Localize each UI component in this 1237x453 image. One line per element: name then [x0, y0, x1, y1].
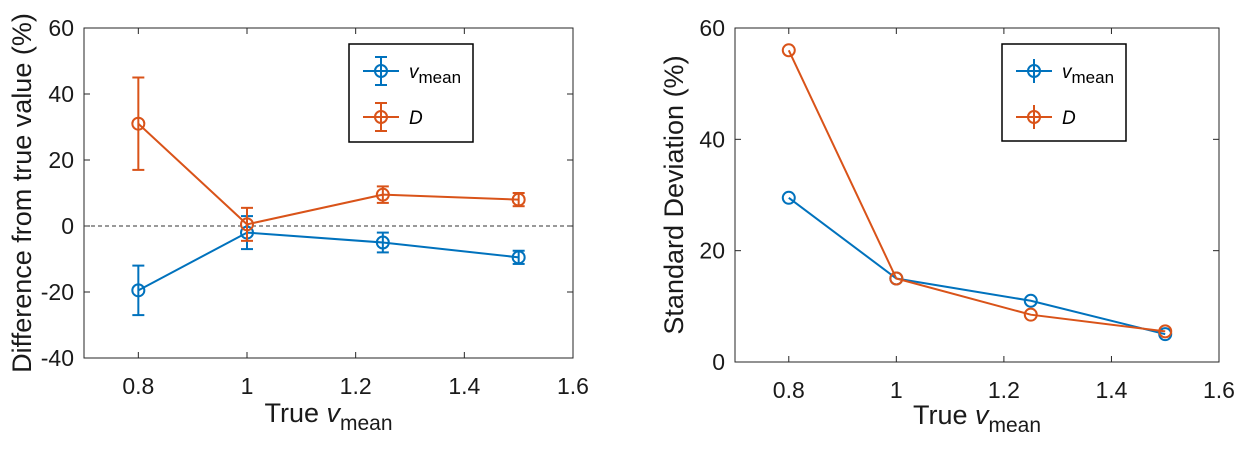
legend-label: D: [1062, 108, 1076, 129]
x-axis-label-main: True: [264, 398, 326, 428]
x-axis-label: True vmean: [913, 400, 1041, 437]
x-tick-label: 1.4: [1095, 377, 1127, 403]
x-axis-label-var: v: [326, 398, 341, 428]
legend-marker: [1027, 64, 1041, 78]
difference-chart: 0.8 1 1.2 1.4 1.6-40-200204060vmeanDDifferen…: [7, 13, 589, 435]
legend-label: vmean: [1062, 62, 1114, 87]
series-v-mean: [131, 215, 526, 317]
x-axis-label-var: v: [975, 400, 990, 430]
y-axis-label: Standard Deviation (%): [659, 55, 689, 334]
data-point: [511, 250, 526, 265]
series-line: [787, 49, 1166, 333]
x-axis-label-main: True: [913, 400, 975, 430]
x-tick-label: 1: [890, 377, 903, 403]
y-tick-label: 0: [61, 213, 74, 239]
data-point: [781, 43, 796, 58]
x-tick-label: 1.2: [340, 373, 372, 399]
y-tick-label: 60: [48, 15, 74, 41]
data-point: [889, 271, 904, 286]
legend-box: [348, 43, 474, 143]
data-point: [1023, 307, 1038, 322]
legend-label-var: v: [1062, 62, 1073, 83]
series-D: [131, 76, 526, 242]
data-point: [375, 187, 390, 202]
plot-area-frame: [83, 27, 574, 359]
y-axis-label: Difference from true value (%): [7, 13, 37, 373]
legend: vmean D: [1001, 43, 1127, 142]
legend-entry: D: [363, 102, 423, 132]
data-point: [131, 116, 146, 131]
y-tick-label: 0: [712, 349, 725, 375]
x-tick-label: 0.8: [773, 377, 805, 403]
data-point: [1158, 324, 1173, 339]
y-tick-label: -40: [41, 345, 74, 371]
legend-entry: vmean: [1016, 59, 1114, 87]
data-point: [511, 192, 526, 207]
ticks: 0.8 1 1.2 1.4 1.6 0 20 40 60: [699, 15, 1235, 403]
y-tick-label: 60: [699, 15, 725, 41]
series-line: [788, 196, 1166, 336]
legend-label: vmean: [409, 62, 461, 87]
x-tick-label: 1.4: [448, 373, 480, 399]
legend-label-var: v: [409, 62, 420, 83]
data-point: [375, 235, 390, 250]
legend-label-var: D: [409, 108, 423, 129]
legend-marker: [374, 64, 388, 78]
legend-entry: vmean: [363, 56, 461, 87]
series-line: [137, 122, 519, 226]
x-axis-label: True vmean: [264, 398, 392, 435]
legend-label-sub: mean: [1072, 68, 1115, 87]
x-axis-label-sub: mean: [340, 412, 393, 435]
data-point: [781, 190, 796, 205]
legend-box: [1001, 43, 1127, 142]
y-tick-label: 40: [48, 81, 74, 107]
x-tick-label: 1.6: [557, 373, 589, 399]
plot-area-frame: [734, 27, 1220, 363]
data-point: [131, 283, 146, 298]
legend-label-var: D: [1062, 108, 1076, 129]
legend-entry: D: [1016, 105, 1076, 129]
series-D: [781, 43, 1173, 339]
x-axis-label-sub: mean: [988, 414, 1041, 437]
series-line: [137, 231, 519, 292]
x-tick-label: 1: [241, 373, 254, 399]
legend-label-sub: mean: [419, 68, 462, 87]
y-tick-label: 20: [699, 238, 725, 264]
legend-label: D: [409, 108, 423, 129]
x-tick-label: 1.6: [1203, 377, 1235, 403]
y-tick-label: 40: [699, 126, 725, 152]
legend: vmean D: [348, 43, 474, 143]
y-tick-label: -20: [41, 279, 74, 305]
data-point: [1023, 293, 1038, 308]
x-tick-label: 1.2: [988, 377, 1020, 403]
legend-marker: [374, 110, 388, 124]
y-tick-label: 20: [48, 147, 74, 173]
data-point: [240, 217, 254, 232]
x-tick-label: 0.8: [122, 373, 154, 399]
legend-marker: [1027, 110, 1041, 124]
ticks: 0.8 1 1.2 1.4 1.6 -40 -20 0 20 40 60: [41, 15, 589, 399]
